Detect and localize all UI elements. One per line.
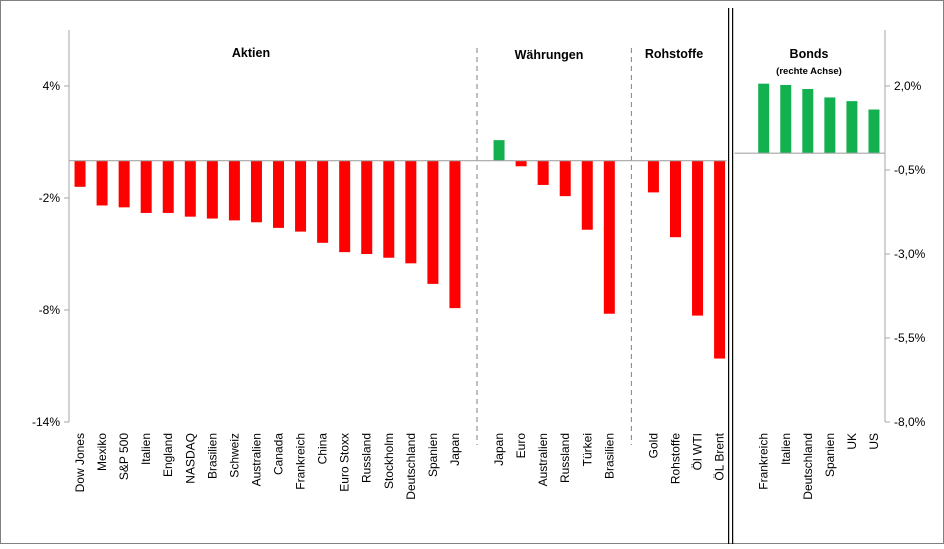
category-label: S&P 500 [117, 433, 131, 480]
category-label: ÖL Brent [713, 432, 727, 480]
category-label: Japan [492, 433, 506, 466]
category-label: Brasilien [205, 433, 219, 479]
category-label: US [867, 433, 881, 450]
left-axis-tick-label: -14% [32, 415, 60, 429]
bar [206, 160, 218, 219]
category-label: Öl WTI [691, 433, 705, 470]
category-label: Russland [360, 433, 374, 483]
section-title-waehrungen: Währungen [515, 48, 584, 62]
category-label: Euro [514, 433, 528, 459]
category-label: Stockholm [382, 433, 396, 489]
bar [317, 160, 329, 243]
section-subtitle-bonds: (rechte Achse) [776, 66, 842, 77]
bar [295, 160, 307, 232]
category-label: UK [845, 433, 859, 450]
bar [118, 160, 130, 208]
bar [96, 160, 108, 206]
category-label: Canada [272, 433, 286, 475]
bar [427, 160, 439, 284]
right-axis-tick-label: -3,0% [894, 247, 926, 261]
bar [758, 83, 770, 154]
bar [250, 160, 262, 223]
category-label: Rohstoffe [668, 433, 682, 484]
right-axis-tick-label: 2,0% [894, 79, 922, 93]
bar [603, 160, 615, 314]
right-axis-tick-label: -0,5% [894, 163, 926, 177]
bar [405, 160, 417, 264]
category-label: Gold [646, 433, 660, 458]
bar [140, 160, 152, 213]
category-label: Australien [249, 433, 263, 486]
category-label: Spanien [426, 433, 440, 477]
category-label: NASDAQ [183, 433, 197, 484]
bar [339, 160, 351, 253]
bar [74, 160, 86, 187]
category-label: Spanien [823, 433, 837, 477]
bar [647, 160, 659, 193]
category-label: Deutschland [404, 433, 418, 500]
bar [537, 160, 549, 185]
section-title-bonds: Bonds [790, 47, 829, 61]
right-axis-tick-label: -5,5% [894, 331, 926, 345]
category-label: Frankreich [294, 433, 308, 490]
category-label: Mexiko [95, 433, 109, 471]
bar [780, 84, 792, 154]
bar [846, 101, 858, 154]
category-label: Australien [536, 433, 550, 486]
section-title-aktien: Aktien [232, 46, 270, 60]
bar [273, 160, 285, 228]
section-title-rohstoffe: Rohstoffe [645, 47, 703, 61]
category-label: Deutschland [801, 433, 815, 500]
category-label: Frankreich [757, 433, 771, 490]
category-label: Schweiz [227, 433, 241, 478]
category-label: England [161, 433, 175, 477]
bar [228, 160, 240, 221]
right-axis-tick-label: -8,0% [894, 415, 926, 429]
bar [669, 160, 681, 238]
bar [361, 160, 373, 254]
bar [515, 160, 527, 167]
bar [824, 97, 836, 154]
bar [383, 160, 395, 258]
left-axis-tick-label: -2% [39, 191, 61, 205]
category-label: China [316, 433, 330, 465]
bar [162, 160, 174, 213]
bar [184, 160, 196, 217]
bar [493, 140, 505, 161]
bar [449, 160, 461, 309]
left-axis-tick-label: 4% [43, 79, 61, 93]
category-label: Italien [139, 433, 153, 465]
category-label: Italien [779, 433, 793, 465]
category-label: Russland [558, 433, 572, 483]
category-label: Brasilien [602, 433, 616, 479]
category-label: Dow Jones [73, 433, 87, 492]
bar [559, 160, 571, 197]
category-label: Euro Stoxx [338, 433, 352, 492]
bar [692, 160, 704, 316]
left-axis-tick-label: -8% [39, 303, 61, 317]
bar [581, 160, 593, 230]
category-label: Japan [448, 433, 462, 466]
bar [868, 109, 880, 154]
category-label: Türkei [580, 433, 594, 466]
bar [714, 160, 726, 359]
bar [802, 89, 814, 154]
